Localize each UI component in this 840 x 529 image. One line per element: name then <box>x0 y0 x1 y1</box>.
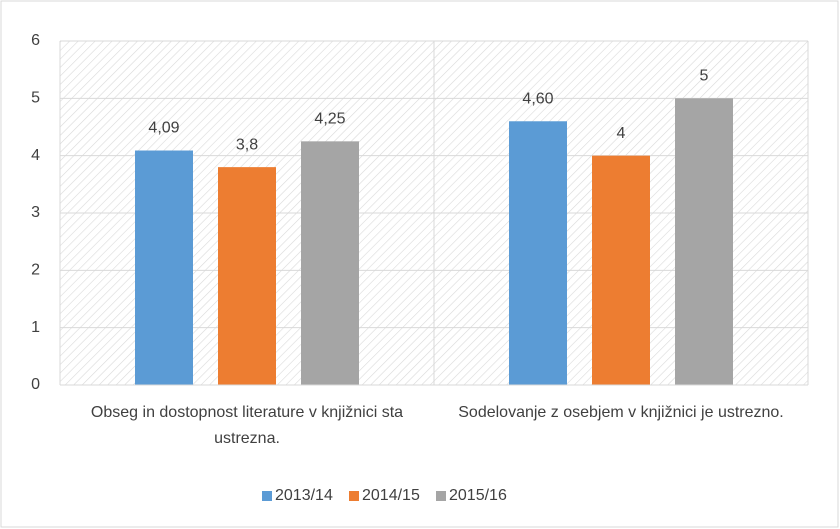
y-tick-label: 5 <box>31 90 40 107</box>
bar <box>301 141 359 385</box>
data-label: 4,60 <box>522 90 553 107</box>
legend-label: 2015/16 <box>449 487 507 504</box>
legend-swatch <box>436 491 446 501</box>
data-label: 5 <box>700 68 709 85</box>
y-tick-label: 3 <box>31 204 40 221</box>
data-label: 4 <box>617 125 626 142</box>
bar <box>218 167 276 385</box>
y-tick-label: 0 <box>31 376 40 393</box>
y-tick-label: 4 <box>31 147 40 164</box>
legend-label: 2013/14 <box>275 487 333 504</box>
y-tick-label: 2 <box>31 262 40 279</box>
legend-swatch <box>262 491 272 501</box>
y-tick-label: 6 <box>31 32 40 49</box>
y-tick-label: 1 <box>31 319 40 336</box>
data-label: 3,8 <box>236 136 258 153</box>
bar <box>509 121 567 386</box>
bar <box>592 155 650 385</box>
bar <box>675 98 733 385</box>
bar <box>135 150 193 385</box>
legend-label: 2014/15 <box>362 487 420 504</box>
x-tick-label: Sodelovanje z osebjem v knjižnici je ust… <box>458 404 784 421</box>
legend-swatch <box>349 491 359 501</box>
data-label: 4,25 <box>314 111 345 128</box>
data-label: 4,09 <box>148 120 179 137</box>
x-tick-label: Obseg in dostopnost literature v knjižni… <box>90 404 404 447</box>
